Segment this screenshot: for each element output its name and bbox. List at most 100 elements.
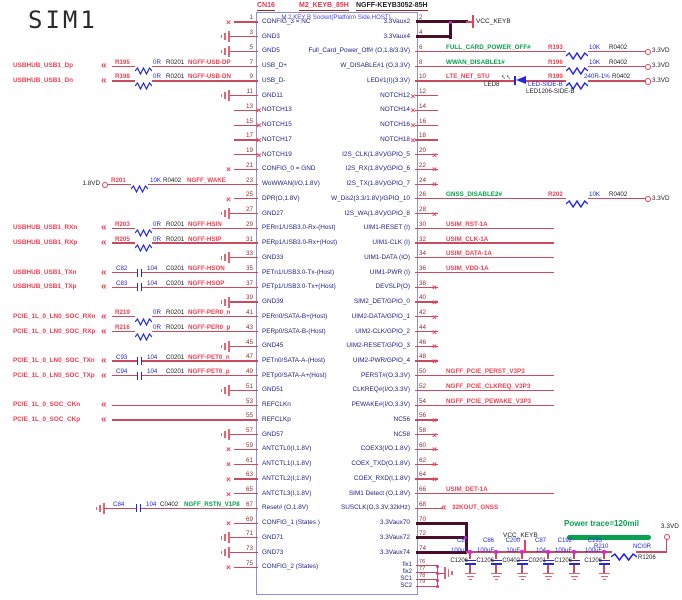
pin-number: 31 bbox=[245, 235, 253, 243]
footprint-label: R0201 bbox=[166, 235, 185, 243]
chevron-icon: « bbox=[101, 222, 107, 234]
pin-name: ANTCTL3(I,1.8V) bbox=[262, 489, 312, 497]
wire-segment bbox=[142, 375, 234, 377]
wire-segment bbox=[414, 257, 438, 259]
capacitor-symbol bbox=[542, 559, 554, 561]
wire-segment bbox=[112, 404, 234, 406]
wire-segment bbox=[414, 375, 438, 377]
resistor-symbol bbox=[134, 239, 153, 253]
wire-segment bbox=[438, 242, 554, 244]
pin-number: 49 bbox=[245, 368, 253, 376]
capacitor-symbol bbox=[490, 559, 502, 561]
wire-segment bbox=[416, 35, 451, 39]
power-trace-note: Power trace=120mil bbox=[564, 519, 639, 528]
pin-name: fix1 bbox=[402, 562, 412, 569]
resistor-ref: R201 bbox=[111, 176, 126, 184]
footprint-label: R0201 bbox=[166, 324, 185, 332]
signal-label: USBHUB_USB1_RXp bbox=[13, 238, 78, 246]
wire-segment bbox=[414, 434, 438, 436]
no-connect-x-icon: × bbox=[410, 134, 416, 145]
power-flag-label: VCC_KEYB bbox=[503, 531, 538, 539]
wire-segment bbox=[438, 507, 443, 509]
pin-row: 35 PETn1/USB3.0-Tx-(Host) 36 UIM1-PWR (I) US… bbox=[0, 265, 682, 280]
wire-segment bbox=[229, 36, 234, 38]
resistor-ref: R205 bbox=[115, 235, 130, 243]
pin-name: UIM2-DATA/GPIO_1 bbox=[351, 312, 410, 320]
no-connect-x-icon: × bbox=[432, 208, 437, 219]
wire-segment bbox=[234, 419, 258, 421]
rail-label: 3.3VD bbox=[660, 523, 679, 530]
no-connect-x-icon: × bbox=[432, 429, 437, 440]
led-name: LED-SIDE-B bbox=[528, 80, 563, 88]
pin-row: 11 GND11 12 NOTCH12 × bbox=[0, 88, 682, 103]
signal-label: USBHUB_USB1_Dn bbox=[13, 76, 74, 84]
wire-segment bbox=[234, 50, 258, 53]
pin-name: PERn0/SATA-B+(Host) bbox=[262, 312, 328, 320]
ground-icon bbox=[228, 90, 230, 102]
pin-number: 32 bbox=[419, 235, 427, 243]
capacitor-symbol bbox=[139, 504, 141, 513]
pin-number: 69 bbox=[245, 515, 253, 523]
pin-row: 47 PETn0/SATA-A-(Host) 48 UIM2-PWR/GPIO_4 PC… bbox=[0, 354, 682, 369]
junction-dot bbox=[494, 550, 498, 554]
pin-name: USB_D+ bbox=[262, 62, 288, 69]
wire-segment bbox=[142, 286, 234, 288]
pin-number: 39 bbox=[245, 294, 253, 302]
wire-segment bbox=[438, 257, 554, 259]
ground-icon bbox=[220, 344, 223, 349]
no-connect-x-icon: × bbox=[432, 458, 437, 469]
pin-row: 53 REFCLKn 54 PEWAKE#(I/O,3.3V) PCIE_1L_0_SO… bbox=[0, 398, 682, 413]
wire-segment bbox=[234, 257, 258, 259]
pin-name: UIM2-CLK/GPIO_2 bbox=[355, 327, 410, 335]
chevron-icon: « bbox=[101, 355, 107, 366]
pin-number: 46 bbox=[419, 338, 427, 346]
ground-icon bbox=[602, 579, 606, 581]
ground-icon bbox=[220, 432, 223, 437]
pin-number: 66 bbox=[419, 486, 427, 494]
wire-segment bbox=[112, 227, 135, 229]
footprint-label: C0201 bbox=[166, 353, 185, 361]
wire-segment bbox=[466, 21, 472, 23]
ground-icon bbox=[520, 579, 524, 581]
wire-segment bbox=[234, 566, 258, 568]
net-label: LTE_NET_STU bbox=[446, 73, 490, 81]
pin-number: 9 bbox=[249, 73, 253, 81]
resistor-symbol bbox=[130, 180, 149, 194]
wire-segment bbox=[414, 493, 438, 495]
pin-number: 18 bbox=[419, 132, 427, 140]
resistor-symbol bbox=[134, 62, 153, 76]
resistor-symbol bbox=[134, 328, 153, 341]
connector-block bbox=[256, 11, 418, 595]
no-connect-x-icon: × bbox=[410, 90, 416, 101]
pin-number: 36 bbox=[419, 264, 427, 272]
capacitor-value: 104 bbox=[146, 500, 157, 508]
no-connect-x-icon: × bbox=[432, 414, 437, 425]
capacitor-symbol bbox=[568, 563, 580, 565]
pin-number: 45 bbox=[245, 338, 253, 346]
pin-number: 63 bbox=[245, 471, 253, 479]
chevron-icon: « bbox=[101, 399, 107, 411]
power-trace-bar bbox=[567, 534, 651, 540]
wire-segment bbox=[229, 389, 234, 392]
pin-number: 12 bbox=[419, 88, 427, 96]
wire-segment bbox=[112, 360, 137, 362]
pin-name: I2S_WA(1.8V)/GPIO_8 bbox=[344, 209, 410, 217]
wire-segment bbox=[603, 552, 605, 559]
wire-segment bbox=[414, 360, 438, 362]
pin-name: SUSCLK(O,3.3V,32kHz) bbox=[340, 504, 410, 512]
pin-number: 14 bbox=[419, 102, 427, 110]
net-label: NGFF-USB-DN bbox=[188, 73, 231, 81]
chevron-icon: « bbox=[101, 310, 107, 322]
ground-icon bbox=[600, 576, 608, 578]
resistor-ref: R198 bbox=[115, 73, 130, 81]
capacitor-symbol bbox=[516, 563, 528, 565]
no-connect-x-icon: × bbox=[432, 178, 437, 189]
capacitor-symbol bbox=[542, 563, 554, 565]
wire-segment bbox=[234, 213, 258, 215]
signal-label: PCIE_1L_0_LN0_SOC_RXn bbox=[13, 312, 96, 320]
resistor-value: 0R bbox=[153, 235, 161, 243]
pin-row: 71 GND71 72 3.3Vaux72 bbox=[0, 530, 682, 546]
pin-number: 23 bbox=[245, 176, 253, 184]
wire-segment bbox=[229, 50, 234, 53]
connector-part-number: M2_KEYB_85H bbox=[299, 2, 349, 11]
